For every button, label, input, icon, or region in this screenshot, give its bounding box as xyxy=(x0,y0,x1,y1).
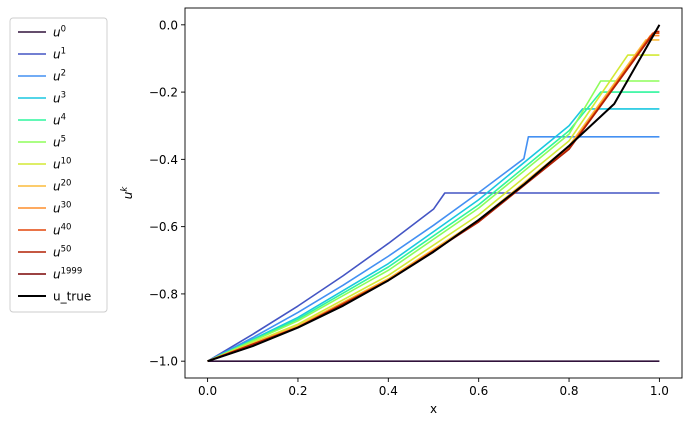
series-line-u10 xyxy=(207,54,660,362)
legend-items: u0 u1 u2 u3 u4 u5 u10 u20 u30 u40 u50 u1999 u_true xyxy=(18,25,91,304)
series-line-u20 xyxy=(207,39,660,362)
plot-area: 0.0 0.2 0.4 0.6 0.8 1.0 −1.0 −0.8 −0.6 −0.4 −0.2 0… xyxy=(120,7,683,416)
series-line-u30 xyxy=(207,34,660,362)
y-tick-label: −1.0 xyxy=(149,355,178,369)
legend-item: u3 xyxy=(18,91,66,106)
legend-label: u5 xyxy=(53,135,66,150)
legend-label: u3 xyxy=(53,91,66,106)
legend-item: u30 xyxy=(18,201,71,216)
legend-label: u0 xyxy=(53,25,66,40)
legend-item: u10 xyxy=(18,157,71,172)
series-line-u-true xyxy=(207,24,661,363)
legend-label: u40 xyxy=(53,223,71,238)
legend-item: u1 xyxy=(18,47,66,62)
y-axis: −1.0 −0.8 −0.6 −0.4 −0.2 0.0 xyxy=(149,18,185,369)
series-line-u4 xyxy=(207,91,660,362)
x-tick-label: 0.8 xyxy=(559,384,578,398)
legend-item: u1999 xyxy=(18,267,82,282)
x-axis: 0.0 0.2 0.4 0.6 0.8 1.0 xyxy=(198,378,669,398)
x-tick-label: 1.0 xyxy=(650,384,669,398)
x-tick-label: 0.0 xyxy=(198,384,217,398)
axes-frame xyxy=(184,7,683,379)
y-axis-label: uk xyxy=(120,186,135,200)
y-tick-label: −0.4 xyxy=(149,153,178,167)
y-tick-label: −0.2 xyxy=(149,86,178,100)
series-layer xyxy=(207,24,661,363)
y-tick-label: −0.6 xyxy=(149,220,178,234)
legend-label: u4 xyxy=(53,113,66,128)
legend-label: u_true xyxy=(53,290,91,304)
legend-label: u1 xyxy=(53,47,66,62)
legend-label: u50 xyxy=(53,245,71,260)
series-line-u3 xyxy=(207,108,660,362)
legend-label: u2 xyxy=(53,69,66,84)
legend-item: u40 xyxy=(18,223,71,238)
series-line-u50 xyxy=(207,30,660,362)
legend-item: u50 xyxy=(18,245,71,260)
series-line-u1 xyxy=(207,192,660,362)
legend-label: u1999 xyxy=(53,267,82,282)
legend-item: u20 xyxy=(18,179,71,194)
legend: u0 u1 u2 u3 u4 u5 u10 u20 u30 u40 u50 u1999 u_true xyxy=(9,17,108,313)
x-tick-label: 0.6 xyxy=(469,384,488,398)
series-line-u5 xyxy=(207,80,660,362)
legend-item: u_true xyxy=(18,290,91,304)
y-tick-label: −0.8 xyxy=(149,287,178,301)
legend-item: u4 xyxy=(18,113,66,128)
x-tick-label: 0.4 xyxy=(379,384,398,398)
x-axis-label: x xyxy=(430,402,437,416)
series-line-u2 xyxy=(207,136,660,362)
legend-item: u0 xyxy=(18,25,66,40)
legend-label: u10 xyxy=(53,157,71,172)
legend-label: u20 xyxy=(53,179,71,194)
legend-label: u30 xyxy=(53,201,71,216)
y-tick-label: 0.0 xyxy=(159,18,178,32)
legend-item: u2 xyxy=(18,69,66,84)
legend-box xyxy=(9,17,108,313)
legend-item: u5 xyxy=(18,135,66,150)
series-line-u40 xyxy=(207,32,660,362)
x-tick-label: 0.2 xyxy=(288,384,307,398)
